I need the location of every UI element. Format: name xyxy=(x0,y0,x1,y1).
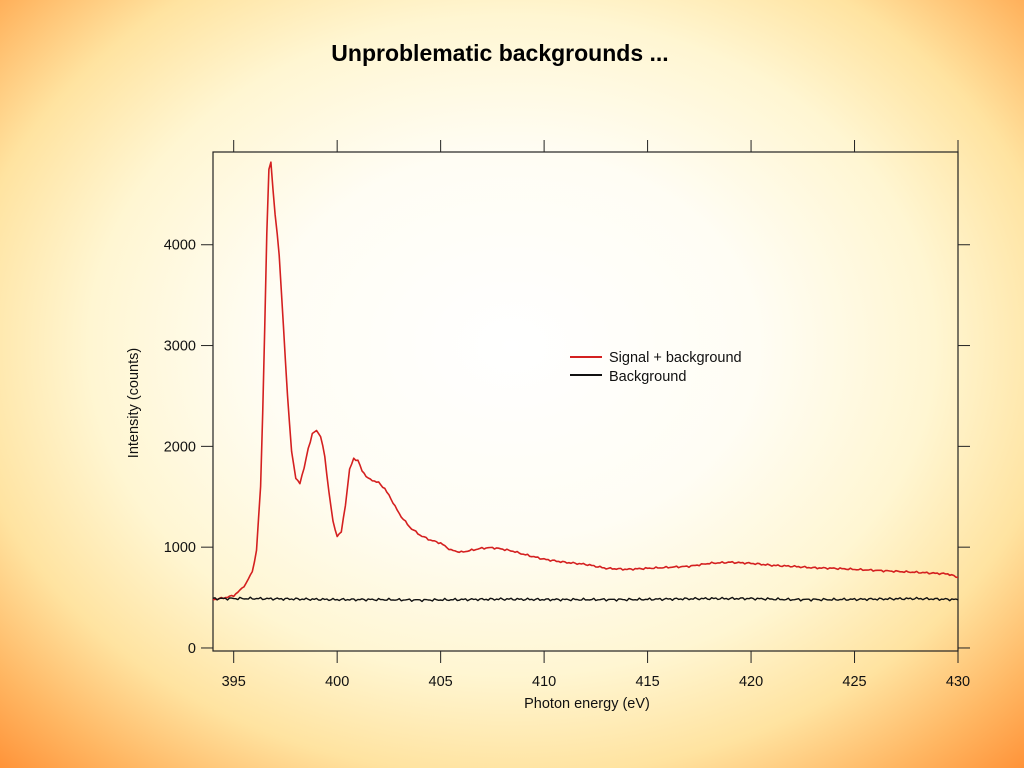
series-line-signal xyxy=(212,161,959,601)
legend-label-signal: Signal + background xyxy=(609,350,742,366)
x-tick-label: 415 xyxy=(635,674,659,690)
plot-frame xyxy=(212,151,959,652)
y-tick-label: 3000 xyxy=(164,339,196,355)
axis-ticks: 395 400 405 410 415 420 425 430 0 1000 2000 3000 400… xyxy=(164,140,970,690)
y-tick-label: 0 xyxy=(188,641,196,657)
legend-label-background: Background xyxy=(609,369,686,385)
x-tick-label: 420 xyxy=(739,674,763,690)
plot-border xyxy=(212,151,959,652)
x-tick-label: 410 xyxy=(532,674,556,690)
series-line-background xyxy=(212,596,959,603)
x-tick-label: 400 xyxy=(325,674,349,690)
y-tick-label: 4000 xyxy=(164,238,196,254)
x-axis-label: Photon energy (eV) xyxy=(524,696,650,712)
x-tick-label: 430 xyxy=(946,674,970,690)
series-lines xyxy=(212,161,959,603)
y-tick-label: 2000 xyxy=(164,439,196,455)
x-tick-label: 425 xyxy=(842,674,866,690)
y-axis-label: Intensity (counts) xyxy=(126,348,142,458)
x-tick-label: 405 xyxy=(429,674,453,690)
legend: Signal + background Background xyxy=(570,350,742,385)
y-tick-label: 1000 xyxy=(164,540,196,556)
x-tick-label: 395 xyxy=(222,674,246,690)
slide-title: Unproblematic backgrounds ... xyxy=(331,40,669,66)
